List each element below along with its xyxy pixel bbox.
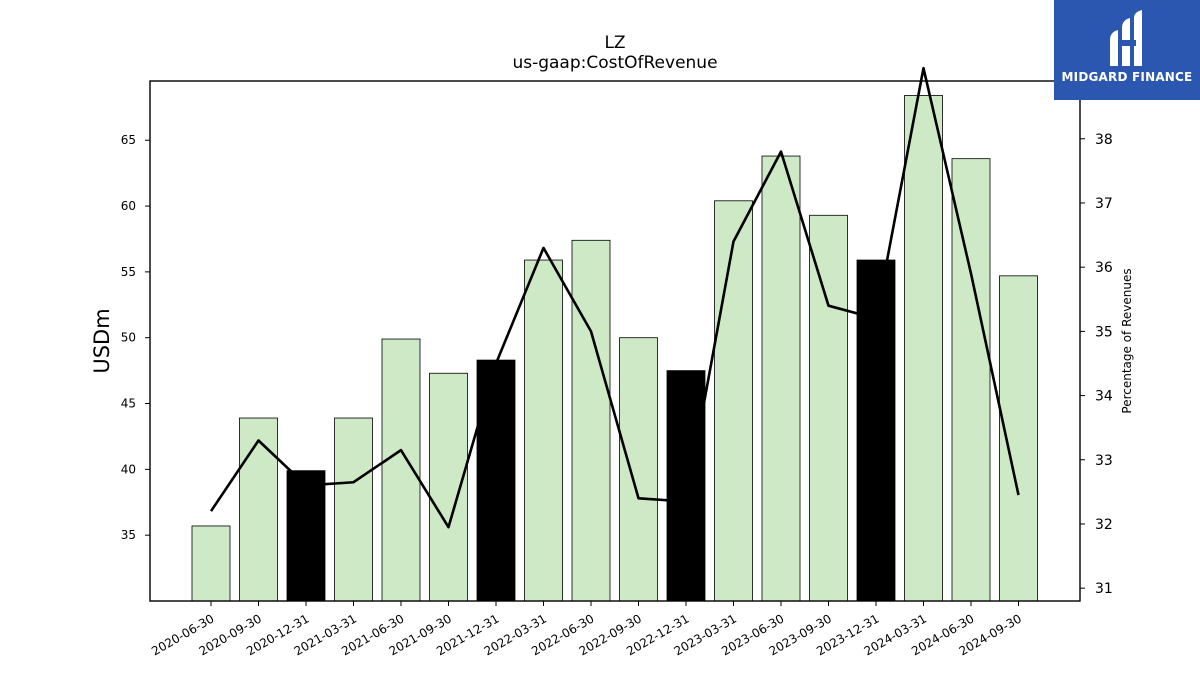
bar-2022-09-30 [619, 337, 658, 602]
y-right-tick-label: 37 [1095, 196, 1113, 212]
bar-2023-06-30 [761, 155, 801, 602]
brand-logo: MIDGARD FINANCE [1054, 0, 1200, 100]
y-tick-label: 45 [121, 397, 136, 411]
bar-2022-12-31 [666, 370, 706, 602]
chart-title: LZ [604, 33, 625, 53]
y-tick-label: 50 [121, 331, 136, 345]
y-tick-label: 60 [121, 199, 136, 213]
y-right-tick-label: 35 [1095, 324, 1113, 340]
y-right-tick-label: 32 [1095, 517, 1113, 533]
chart-subtitle: us-gaap:CostOfRevenue [512, 53, 717, 73]
y-right-tick-label: 38 [1095, 132, 1113, 148]
bar-2021-09-30 [429, 372, 468, 602]
line-group [209, 66, 1020, 529]
logo-mark-icon [1110, 10, 1142, 66]
bar-group [191, 95, 1038, 602]
plot-frame [149, 80, 1081, 602]
percentage-line [209, 66, 1020, 529]
bar-2021-12-31 [476, 359, 516, 602]
y-tick-label: 35 [121, 528, 136, 542]
bar-2023-12-31 [856, 259, 896, 602]
x-ticks: 2020-06-302020-09-302020-12-312021-03-31… [149, 601, 1024, 658]
bar-2022-06-30 [571, 239, 611, 602]
bar-2020-06-30 [191, 525, 231, 602]
bar-2020-09-30 [239, 417, 278, 602]
y-axis-label-right: Percentage of Revenues [1120, 268, 1134, 413]
bar-2023-09-30 [809, 214, 848, 602]
bar-2024-03-31 [904, 95, 943, 602]
y-ticks-right: 31 32 33 34 35 36 37 38 [1080, 132, 1113, 597]
y-right-tick-label: 36 [1095, 260, 1113, 276]
y-axis-label-left: USDm [90, 308, 114, 373]
y-tick-label: 40 [121, 462, 136, 476]
bar-2024-06-30 [951, 158, 991, 602]
bar-2023-03-31 [714, 200, 753, 602]
bar-2020-12-31 [286, 470, 326, 602]
y-right-tick-label: 34 [1095, 389, 1113, 405]
bar-2022-03-31 [524, 259, 563, 602]
bar-2021-03-31 [334, 417, 373, 602]
y-right-tick-label: 31 [1095, 581, 1113, 597]
y-right-tick-label: 33 [1095, 453, 1113, 469]
axes [149, 80, 1081, 602]
y-tick-label: 55 [121, 265, 136, 279]
y-tick-label: 65 [121, 133, 136, 147]
y-ticks-left: 35 40 45 50 55 60 65 [121, 133, 150, 542]
logo-text: MIDGARD FINANCE [1061, 70, 1193, 84]
